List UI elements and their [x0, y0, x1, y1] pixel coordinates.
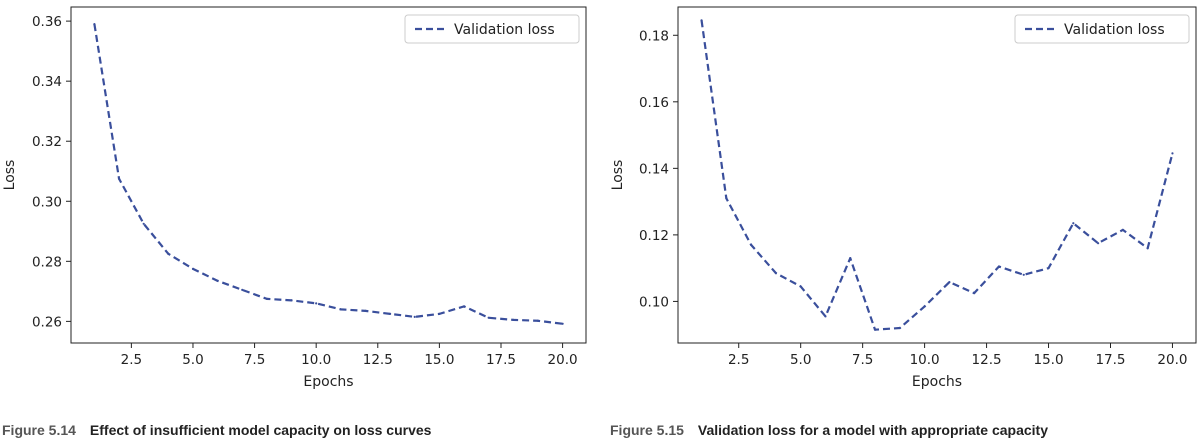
- data-point: [824, 315, 827, 318]
- figure-caption-left: Figure 5.14 Effect of insufficient model …: [2, 422, 431, 438]
- legend-box: [1014, 14, 1190, 44]
- data-point: [923, 305, 926, 308]
- data-point: [512, 318, 515, 321]
- data-point: [117, 177, 121, 180]
- figure-caption-text: Validation loss for a model with appropr…: [697, 422, 1049, 438]
- x-tick-label: 2.5: [728, 352, 749, 368]
- data-point: [898, 326, 901, 330]
- x-tick-label: 10.0: [301, 352, 331, 368]
- data-point: [849, 257, 852, 260]
- data-point: [487, 316, 490, 319]
- y-tick-label: 0.32: [32, 134, 62, 150]
- data-point: [536, 319, 540, 322]
- y-tick-label: 0.30: [32, 194, 62, 210]
- data-point: [1146, 247, 1149, 250]
- data-point: [462, 305, 466, 308]
- x-tick-label: 20.0: [548, 352, 578, 368]
- data-point: [997, 265, 1001, 268]
- data-point: [948, 281, 951, 284]
- loss-chart-left: 2.5 5.0 7.5 10.0 12.5 15.0 17.5 20.0 0.26 0.28 0.3…: [2, 6, 587, 390]
- data-point: [1121, 228, 1124, 231]
- x-tick-label: 10.0: [910, 352, 940, 368]
- x-tick-label: 12.5: [363, 352, 393, 368]
- data-point: [973, 291, 976, 295]
- data-point: [438, 312, 441, 315]
- chart-panel-left: 2.5 5.0 7.5 10.0 12.5 15.0 17.5 20.0 0.26 0.28 0.3…: [0, 0, 600, 444]
- loss-chart-right: 2.5 5.0 7.5 10.0 12.5 15.0 17.5 20.0 0.10 0.12 0.1…: [610, 6, 1197, 390]
- data-point: [799, 285, 802, 288]
- x-tick-label: 17.5: [1095, 352, 1125, 368]
- y-axis-title: Loss: [610, 160, 626, 191]
- x-tick-label: 17.5: [486, 352, 516, 368]
- data-point: [1171, 152, 1174, 155]
- data-point: [364, 309, 367, 312]
- x-axis-title: Epochs: [303, 374, 353, 390]
- legend-box: [404, 14, 580, 44]
- x-tick-label: 7.5: [244, 352, 265, 368]
- chart-panel-right: 2.5 5.0 7.5 10.0 12.5 15.0 17.5 20.0 0.10 0.12 0.1…: [606, 0, 1203, 444]
- data-point: [142, 222, 145, 225]
- data-point: [413, 315, 416, 318]
- data-point: [216, 279, 219, 282]
- y-axis-title: Loss: [2, 160, 18, 191]
- x-axis-title: Epochs: [912, 374, 962, 390]
- y-tick-label: 0.12: [639, 228, 669, 244]
- data-point: [93, 23, 96, 26]
- data-point: [725, 197, 728, 200]
- data-point: [750, 243, 753, 246]
- data-point: [167, 252, 170, 255]
- x-tick-label: 15.0: [1033, 352, 1063, 368]
- y-tick-label: 0.26: [32, 314, 62, 330]
- figure-caption-right: Figure 5.15 Validation loss for a model w…: [610, 422, 1048, 438]
- x-tick-label: 7.5: [852, 352, 873, 368]
- x-tick-label: 5.0: [790, 352, 811, 368]
- x-tick-label: 2.5: [121, 352, 142, 368]
- data-point: [873, 328, 877, 331]
- data-point: [389, 312, 392, 315]
- legend-label: Validation loss: [1064, 22, 1165, 38]
- data-point: [315, 302, 318, 305]
- legend: Validation loss: [404, 14, 580, 44]
- data-point: [561, 322, 564, 325]
- x-tick-label: 12.5: [972, 352, 1002, 368]
- data-point: [265, 297, 268, 300]
- data-point: [1022, 273, 1025, 276]
- data-point: [1097, 242, 1100, 245]
- y-tick-label: 0.36: [32, 14, 62, 30]
- data-point: [339, 308, 342, 311]
- figure-caption-text: Effect of insufficient model capacity on…: [89, 422, 432, 438]
- x-tick-label: 15.0: [424, 352, 454, 368]
- y-tick-label: 0.16: [639, 95, 669, 111]
- data-point: [774, 272, 777, 275]
- data-point: [290, 299, 293, 302]
- x-tick-label: 20.0: [1157, 352, 1187, 368]
- y-tick-label: 0.10: [639, 294, 669, 310]
- data-point: [1047, 267, 1050, 270]
- series-line-validation-loss: [700, 20, 1174, 331]
- y-tick-label: 0.18: [639, 28, 669, 44]
- plot-frame: [70, 6, 587, 344]
- x-tick-label: 5.0: [182, 352, 203, 368]
- data-point: [241, 288, 244, 291]
- y-tick-label: 0.34: [32, 74, 62, 90]
- data-point: [191, 267, 195, 270]
- legend-label: Validation loss: [454, 22, 555, 38]
- y-tick-label: 0.28: [32, 254, 62, 270]
- data-point: [700, 19, 703, 22]
- figure-number: Figure 5.14: [2, 422, 76, 438]
- data-point: [1072, 222, 1075, 225]
- legend: Validation loss: [1014, 14, 1190, 44]
- y-tick-label: 0.14: [639, 161, 669, 177]
- series-line-validation-loss: [93, 23, 563, 325]
- figure-number: Figure 5.15: [610, 422, 684, 438]
- plot-frame: [677, 6, 1197, 344]
